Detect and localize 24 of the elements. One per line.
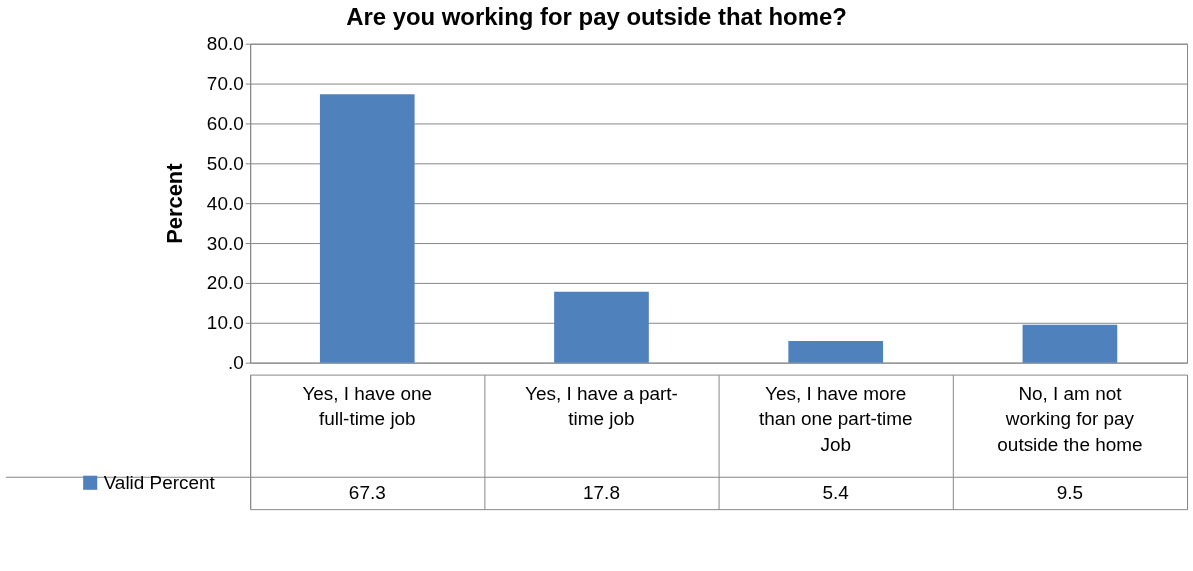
y-tick-label: 30.0 [206, 232, 244, 254]
y-tick-label: 80.0 [206, 33, 244, 55]
y-tick-label: 70.0 [206, 73, 244, 95]
y-tick-label: 10.0 [206, 312, 244, 334]
x-tick-label: Yes, I have more than one part-time Job [758, 382, 913, 456]
legend-label: Valid Percent [103, 471, 216, 493]
y-tick-label: 20.0 [206, 272, 244, 294]
data-label: 5.4 [822, 482, 849, 504]
x-tick-label: No, I am not working for pay outside the home [997, 382, 1143, 456]
data-label: 67.3 [348, 482, 386, 504]
bar [1022, 324, 1118, 363]
y-tick-label: 50.0 [206, 152, 244, 174]
y-tick-label: .0 [227, 352, 244, 374]
data-label: 17.8 [583, 482, 620, 504]
y-tick-label: 60.0 [206, 112, 244, 134]
y-axis-title: Percent [161, 162, 187, 244]
chart-title: Are you working for pay outside that home? [346, 3, 847, 31]
x-tick-label: Yes, I have one full-time job [302, 382, 433, 430]
y-tick-label: 40.0 [206, 192, 244, 214]
data-label: 9.5 [1056, 482, 1084, 504]
bar [319, 94, 415, 363]
bar [554, 291, 649, 363]
bar [788, 341, 884, 363]
x-tick-label: Yes, I have a part-time job [525, 382, 678, 430]
